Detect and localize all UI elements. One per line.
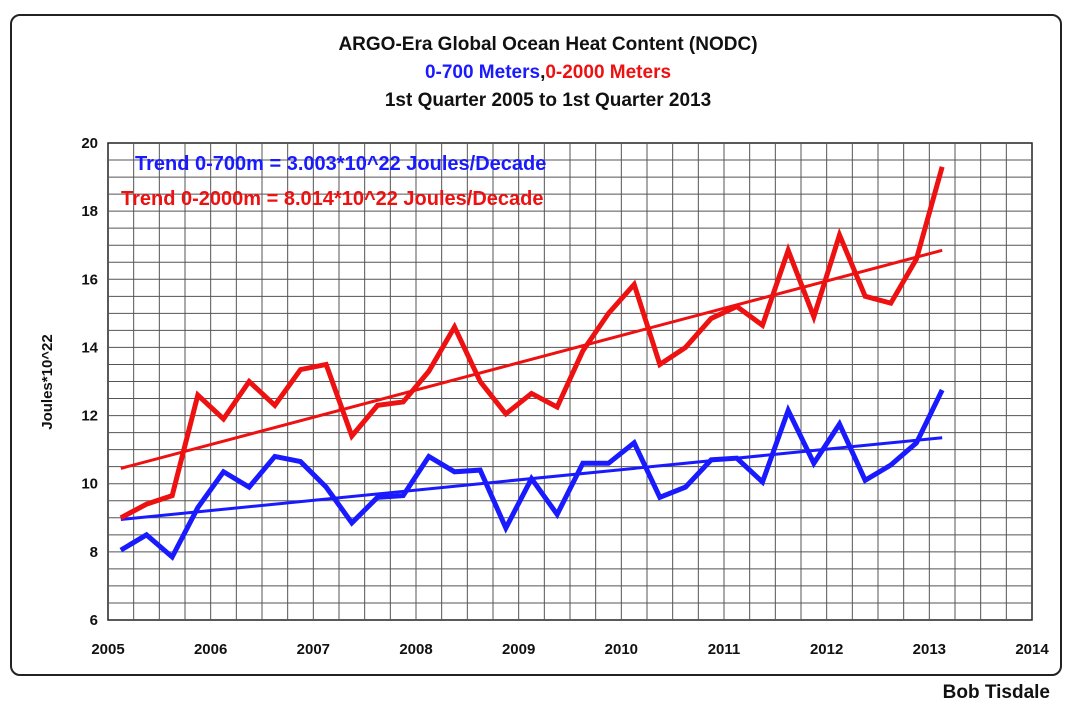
title-line-2: 0-700 Meters,0-2000 Meters: [425, 62, 671, 83]
x-tick-label: 2011: [708, 641, 741, 658]
x-tick-label: 2005: [91, 641, 124, 658]
series-line: [119, 166, 945, 520]
title-line-1: ARGO-Era Global Ocean Heat Content (NODC…: [338, 34, 757, 55]
y-tick-label: 6: [90, 612, 98, 629]
x-tick-label: 2008: [399, 641, 432, 658]
x-axis-ticks: 2005 2006 2007 2008 2009 2010 2011 2012 2013 2014: [91, 641, 1049, 658]
y-tick-label: 20: [81, 135, 98, 152]
x-tick-label: 2012: [810, 641, 843, 658]
title-series-red: 0-2000 Meters: [545, 62, 671, 83]
y-tick-label: 14: [81, 339, 98, 356]
y-tick-label: 8: [90, 544, 98, 561]
trend-label: Trend 0-2000m = 8.014*10^22 Joules/Decad…: [121, 188, 544, 210]
chart-title: ARGO-Era Global Ocean Heat Content (NODC…: [338, 34, 757, 111]
series-line: [119, 388, 945, 561]
trend-labels: Trend 0-700m = 3.003*10^22 Joules/Decade…: [121, 153, 546, 210]
series-lines: [119, 166, 945, 561]
x-tick-label: 2013: [913, 641, 946, 658]
trend-label: Trend 0-700m = 3.003*10^22 Joules/Decade: [135, 153, 546, 175]
trend-line: [120, 248, 943, 470]
title-series-blue: 0-700 Meters: [425, 62, 540, 83]
y-tick-label: 10: [81, 476, 98, 493]
y-tick-label: 12: [81, 408, 98, 425]
y-axis-label: Joules*10^22: [39, 334, 56, 430]
title-separator: ,: [540, 62, 545, 83]
y-tick-label: 16: [81, 271, 98, 288]
title-line-3: 1st Quarter 2005 to 1st Quarter 2013: [385, 90, 711, 111]
x-tick-label: 2006: [194, 641, 227, 658]
x-tick-label: 2007: [297, 641, 330, 658]
y-tick-label: 18: [81, 203, 98, 220]
x-tick-label: 2009: [502, 641, 535, 658]
x-tick-label: 2010: [605, 641, 638, 658]
author-credit: Bob Tisdale: [942, 682, 1050, 703]
x-tick-label: 2014: [1015, 641, 1049, 658]
grid: [107, 142, 1033, 621]
y-axis-ticks: 6 8 10 12 14 16 18 20: [81, 135, 98, 629]
